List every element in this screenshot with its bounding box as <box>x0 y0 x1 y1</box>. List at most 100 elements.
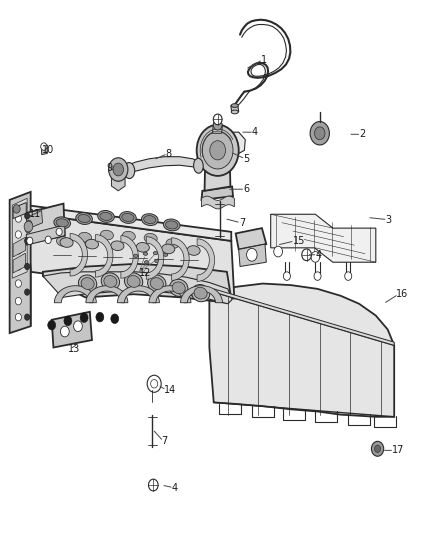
Circle shape <box>311 252 320 262</box>
Polygon shape <box>236 228 266 249</box>
Text: 12: 12 <box>139 268 152 278</box>
Circle shape <box>314 127 325 140</box>
Polygon shape <box>209 284 394 417</box>
Circle shape <box>48 320 56 330</box>
Text: 3: 3 <box>385 215 392 224</box>
Circle shape <box>25 289 30 295</box>
Polygon shape <box>26 225 65 245</box>
Ellipse shape <box>100 212 112 221</box>
Polygon shape <box>95 235 113 277</box>
Ellipse shape <box>162 244 175 254</box>
Circle shape <box>15 297 21 305</box>
Ellipse shape <box>100 230 113 240</box>
Polygon shape <box>54 286 96 303</box>
Polygon shape <box>231 106 239 112</box>
Ellipse shape <box>136 243 149 252</box>
Ellipse shape <box>166 239 179 248</box>
Text: 13: 13 <box>68 344 80 354</box>
Circle shape <box>148 479 158 491</box>
Circle shape <box>60 326 69 337</box>
Ellipse shape <box>54 217 71 229</box>
Circle shape <box>27 237 33 245</box>
Circle shape <box>80 313 88 322</box>
Circle shape <box>15 313 21 321</box>
Text: 15: 15 <box>293 236 305 246</box>
Polygon shape <box>13 203 26 219</box>
Polygon shape <box>197 239 215 281</box>
Polygon shape <box>201 187 233 200</box>
Text: 7: 7 <box>161 437 167 446</box>
Ellipse shape <box>98 211 114 222</box>
Ellipse shape <box>191 285 210 302</box>
Ellipse shape <box>124 163 135 179</box>
Text: 4: 4 <box>315 250 321 260</box>
Circle shape <box>96 312 104 322</box>
Text: 4: 4 <box>172 483 178 492</box>
Polygon shape <box>149 286 191 303</box>
Polygon shape <box>201 196 234 209</box>
Circle shape <box>64 316 72 326</box>
Ellipse shape <box>145 261 149 264</box>
Circle shape <box>15 215 21 222</box>
Ellipse shape <box>187 246 200 255</box>
Circle shape <box>45 236 51 244</box>
Circle shape <box>310 122 329 145</box>
Circle shape <box>371 441 384 456</box>
Polygon shape <box>214 289 394 345</box>
Ellipse shape <box>153 252 158 255</box>
Circle shape <box>374 445 381 453</box>
Ellipse shape <box>143 252 148 255</box>
Circle shape <box>111 314 119 324</box>
Polygon shape <box>212 125 223 133</box>
Polygon shape <box>10 192 31 333</box>
Circle shape <box>109 158 128 181</box>
Ellipse shape <box>172 282 185 294</box>
Ellipse shape <box>111 241 124 251</box>
Ellipse shape <box>122 231 135 241</box>
Ellipse shape <box>194 158 203 173</box>
Circle shape <box>25 238 30 244</box>
Circle shape <box>283 272 290 280</box>
Polygon shape <box>70 233 88 276</box>
Ellipse shape <box>56 219 68 227</box>
Ellipse shape <box>224 140 232 146</box>
Polygon shape <box>205 166 230 191</box>
Ellipse shape <box>78 232 92 242</box>
Circle shape <box>15 247 21 254</box>
Ellipse shape <box>141 214 158 225</box>
Circle shape <box>74 321 82 332</box>
Polygon shape <box>13 253 25 273</box>
Circle shape <box>25 314 30 320</box>
Text: 16: 16 <box>396 289 409 299</box>
Circle shape <box>24 221 33 232</box>
Circle shape <box>15 231 21 238</box>
Polygon shape <box>27 213 234 298</box>
Ellipse shape <box>124 273 143 290</box>
Polygon shape <box>27 205 231 241</box>
Circle shape <box>345 272 352 280</box>
Ellipse shape <box>120 212 136 223</box>
Polygon shape <box>180 286 223 303</box>
Text: 5: 5 <box>243 154 249 164</box>
Circle shape <box>25 213 30 219</box>
Circle shape <box>213 119 222 130</box>
Polygon shape <box>214 132 245 154</box>
Ellipse shape <box>122 213 134 222</box>
Circle shape <box>13 205 20 213</box>
Ellipse shape <box>163 253 168 256</box>
Circle shape <box>15 280 21 287</box>
Polygon shape <box>43 272 232 304</box>
Ellipse shape <box>155 260 159 263</box>
Polygon shape <box>42 145 47 155</box>
Ellipse shape <box>163 219 180 231</box>
Polygon shape <box>26 211 42 229</box>
Ellipse shape <box>194 287 207 299</box>
Polygon shape <box>146 237 164 279</box>
Text: 17: 17 <box>392 446 404 455</box>
Circle shape <box>151 379 158 388</box>
Ellipse shape <box>134 254 138 257</box>
Ellipse shape <box>170 279 188 296</box>
Polygon shape <box>43 264 231 303</box>
Circle shape <box>210 141 226 160</box>
Text: 1: 1 <box>261 55 267 64</box>
